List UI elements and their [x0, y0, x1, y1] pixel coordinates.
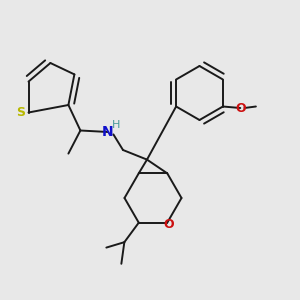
- Text: O: O: [235, 101, 246, 115]
- Text: O: O: [164, 218, 174, 231]
- Text: H: H: [112, 120, 121, 130]
- Text: N: N: [102, 125, 114, 139]
- Text: S: S: [16, 106, 26, 119]
